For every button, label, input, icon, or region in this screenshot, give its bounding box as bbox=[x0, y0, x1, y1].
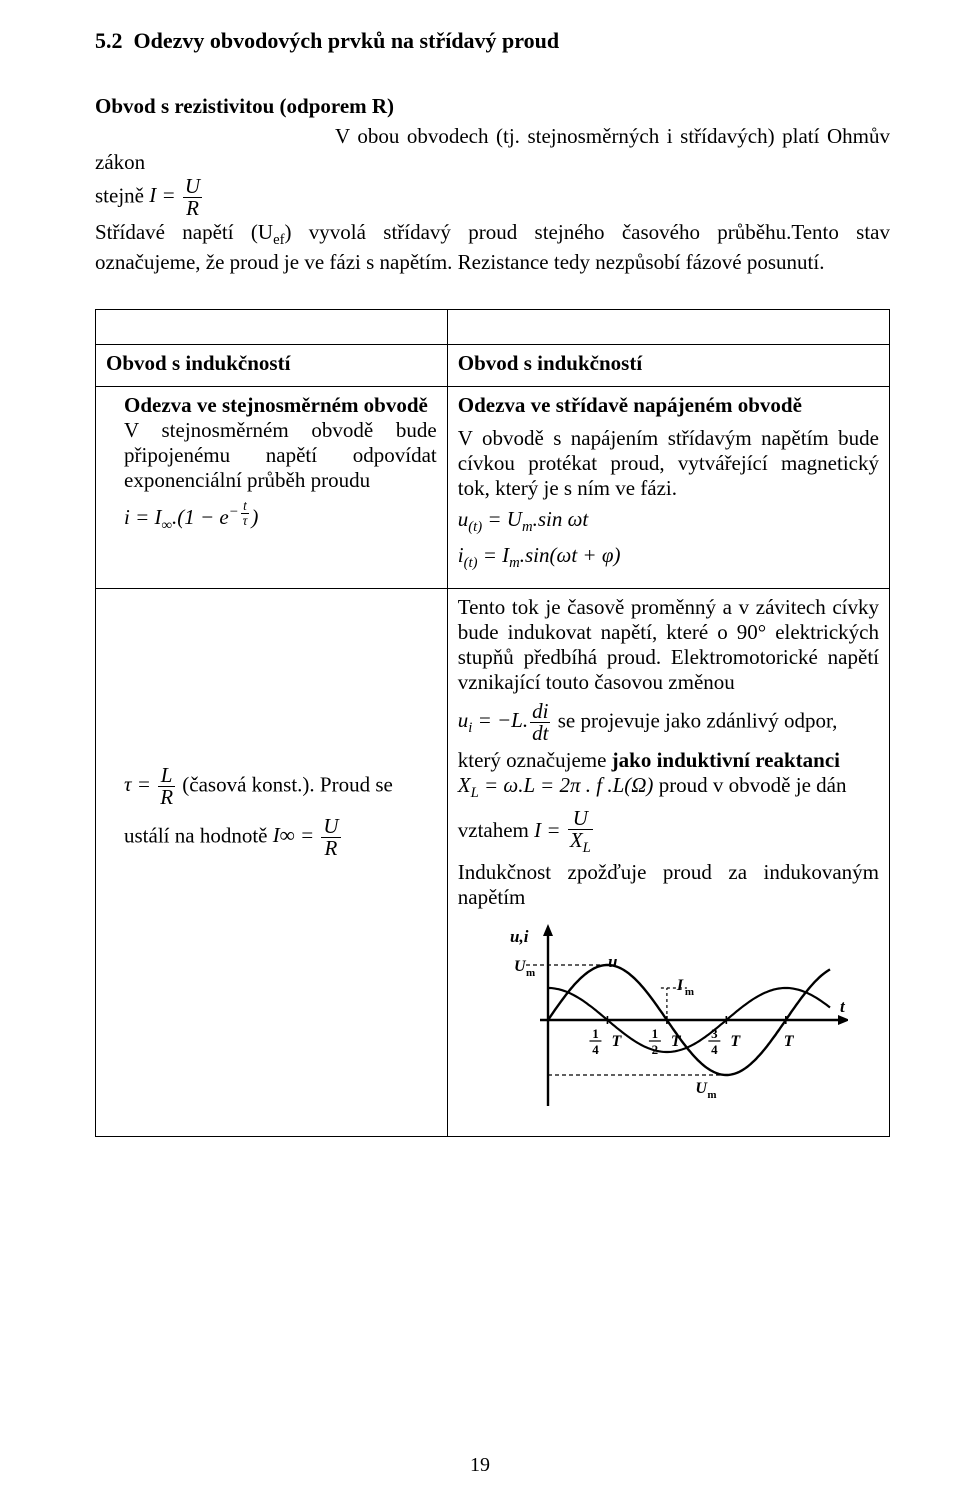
row2-left-body: V stejnosměrném obvodě bude připojenému … bbox=[124, 418, 437, 493]
row1-left: Obvod s indukčností bbox=[96, 345, 448, 387]
page-number: 19 bbox=[0, 1454, 960, 1477]
svg-text:4: 4 bbox=[593, 1042, 600, 1057]
svg-text:T: T bbox=[784, 1033, 795, 1050]
svg-text:T: T bbox=[671, 1033, 682, 1050]
inductance-table: Obvod s indukčností Obvod s indukčností … bbox=[95, 309, 890, 1136]
row1-right-head: Obvod s indukčností bbox=[458, 351, 642, 375]
ui-line: ui = −L.didt se projevuje jako zdánlivý … bbox=[458, 701, 879, 744]
waveform-svg: u,iuUmImUmt14T12T34TT bbox=[488, 920, 848, 1120]
row2-right-head: Odezva ve střídavě napájeném obvodě bbox=[458, 393, 879, 418]
resistor-paragraph: V obou obvodech (tj. stejnosměrných i st… bbox=[95, 123, 890, 275]
svg-text:1: 1 bbox=[593, 1026, 600, 1041]
svg-text:m: m bbox=[708, 1089, 717, 1101]
svg-text:4: 4 bbox=[711, 1042, 718, 1057]
svg-text:m: m bbox=[526, 967, 535, 979]
resistor-heading: Obvod s rezistivitou (odporem R) bbox=[95, 94, 890, 119]
resistor-line1a: V obou obvodech (tj. stejnosměrných i st… bbox=[95, 124, 890, 174]
row2-left-head: Odezva ve stejnosměrném obvodě bbox=[124, 393, 437, 418]
row2-left: Odezva ve stejnosměrném obvodě V stejnos… bbox=[96, 387, 448, 588]
row3-right: Tento tok je časově proměnný a v závitec… bbox=[447, 588, 889, 1136]
section-number: 5.2 bbox=[95, 28, 123, 53]
section-heading: 5.2 Odezvy obvodových prvků na střídavý … bbox=[95, 28, 890, 54]
row2-right-body: V obvodě s napájením střídavým napětím b… bbox=[458, 426, 879, 501]
svg-text:2: 2 bbox=[652, 1042, 659, 1057]
resistor-line1b: stejně bbox=[95, 183, 144, 207]
empty-cell-right bbox=[447, 310, 889, 345]
i-formula: i(t) = Im.sin(ωt + φ) bbox=[458, 543, 879, 572]
empty-cell-left bbox=[96, 310, 448, 345]
row3-left: τ = LR (časová konst.). Proud se ustálí … bbox=[96, 588, 448, 1136]
row3-p1: Tento tok je časově proměnný a v závitec… bbox=[458, 595, 879, 695]
row2-right: Odezva ve střídavě napájeném obvodě V ob… bbox=[447, 387, 889, 588]
svg-text:m: m bbox=[685, 986, 694, 998]
tau-line: τ = LR (časová konst.). Proud se bbox=[106, 765, 437, 808]
svg-text:T: T bbox=[612, 1033, 623, 1050]
row1-left-head: Obvod s indukčností bbox=[106, 351, 290, 375]
svg-text:3: 3 bbox=[711, 1026, 718, 1041]
svg-text:t: t bbox=[840, 997, 846, 1016]
xL-line: XL = ω.L = 2π . f .L(Ω) proud v obvodě j… bbox=[458, 773, 879, 802]
resistor-para-a: Střídavé napětí (U bbox=[95, 220, 273, 244]
svg-text:u: u bbox=[608, 952, 617, 971]
svg-text:u,i: u,i bbox=[510, 927, 529, 946]
row3-p5: Indukčnost zpožďuje proud za indukovaným… bbox=[458, 860, 879, 910]
u-formula: u(t) = Um.sin ωt bbox=[458, 507, 879, 536]
waveform-chart: u,iuUmImUmt14T12T34TT bbox=[458, 920, 879, 1126]
reactance-line: který označujeme jako induktivní reaktan… bbox=[458, 748, 879, 773]
steady-line: ustálí na hodnotě I∞ = UR bbox=[106, 816, 437, 859]
svg-text:T: T bbox=[731, 1033, 742, 1050]
section-title: Odezvy obvodových prvků na střídavý prou… bbox=[134, 28, 560, 53]
ohm-formula: I = UR bbox=[149, 183, 204, 207]
svg-text:1: 1 bbox=[652, 1026, 659, 1041]
I-line: vztahem I = UXL bbox=[458, 808, 879, 856]
exp-formula: i = I∞.(1 − e−tτ) bbox=[124, 499, 437, 534]
row1-right: Obvod s indukčností bbox=[447, 345, 889, 387]
uef-sub: ef bbox=[273, 232, 284, 248]
svg-text:I: I bbox=[676, 977, 684, 994]
